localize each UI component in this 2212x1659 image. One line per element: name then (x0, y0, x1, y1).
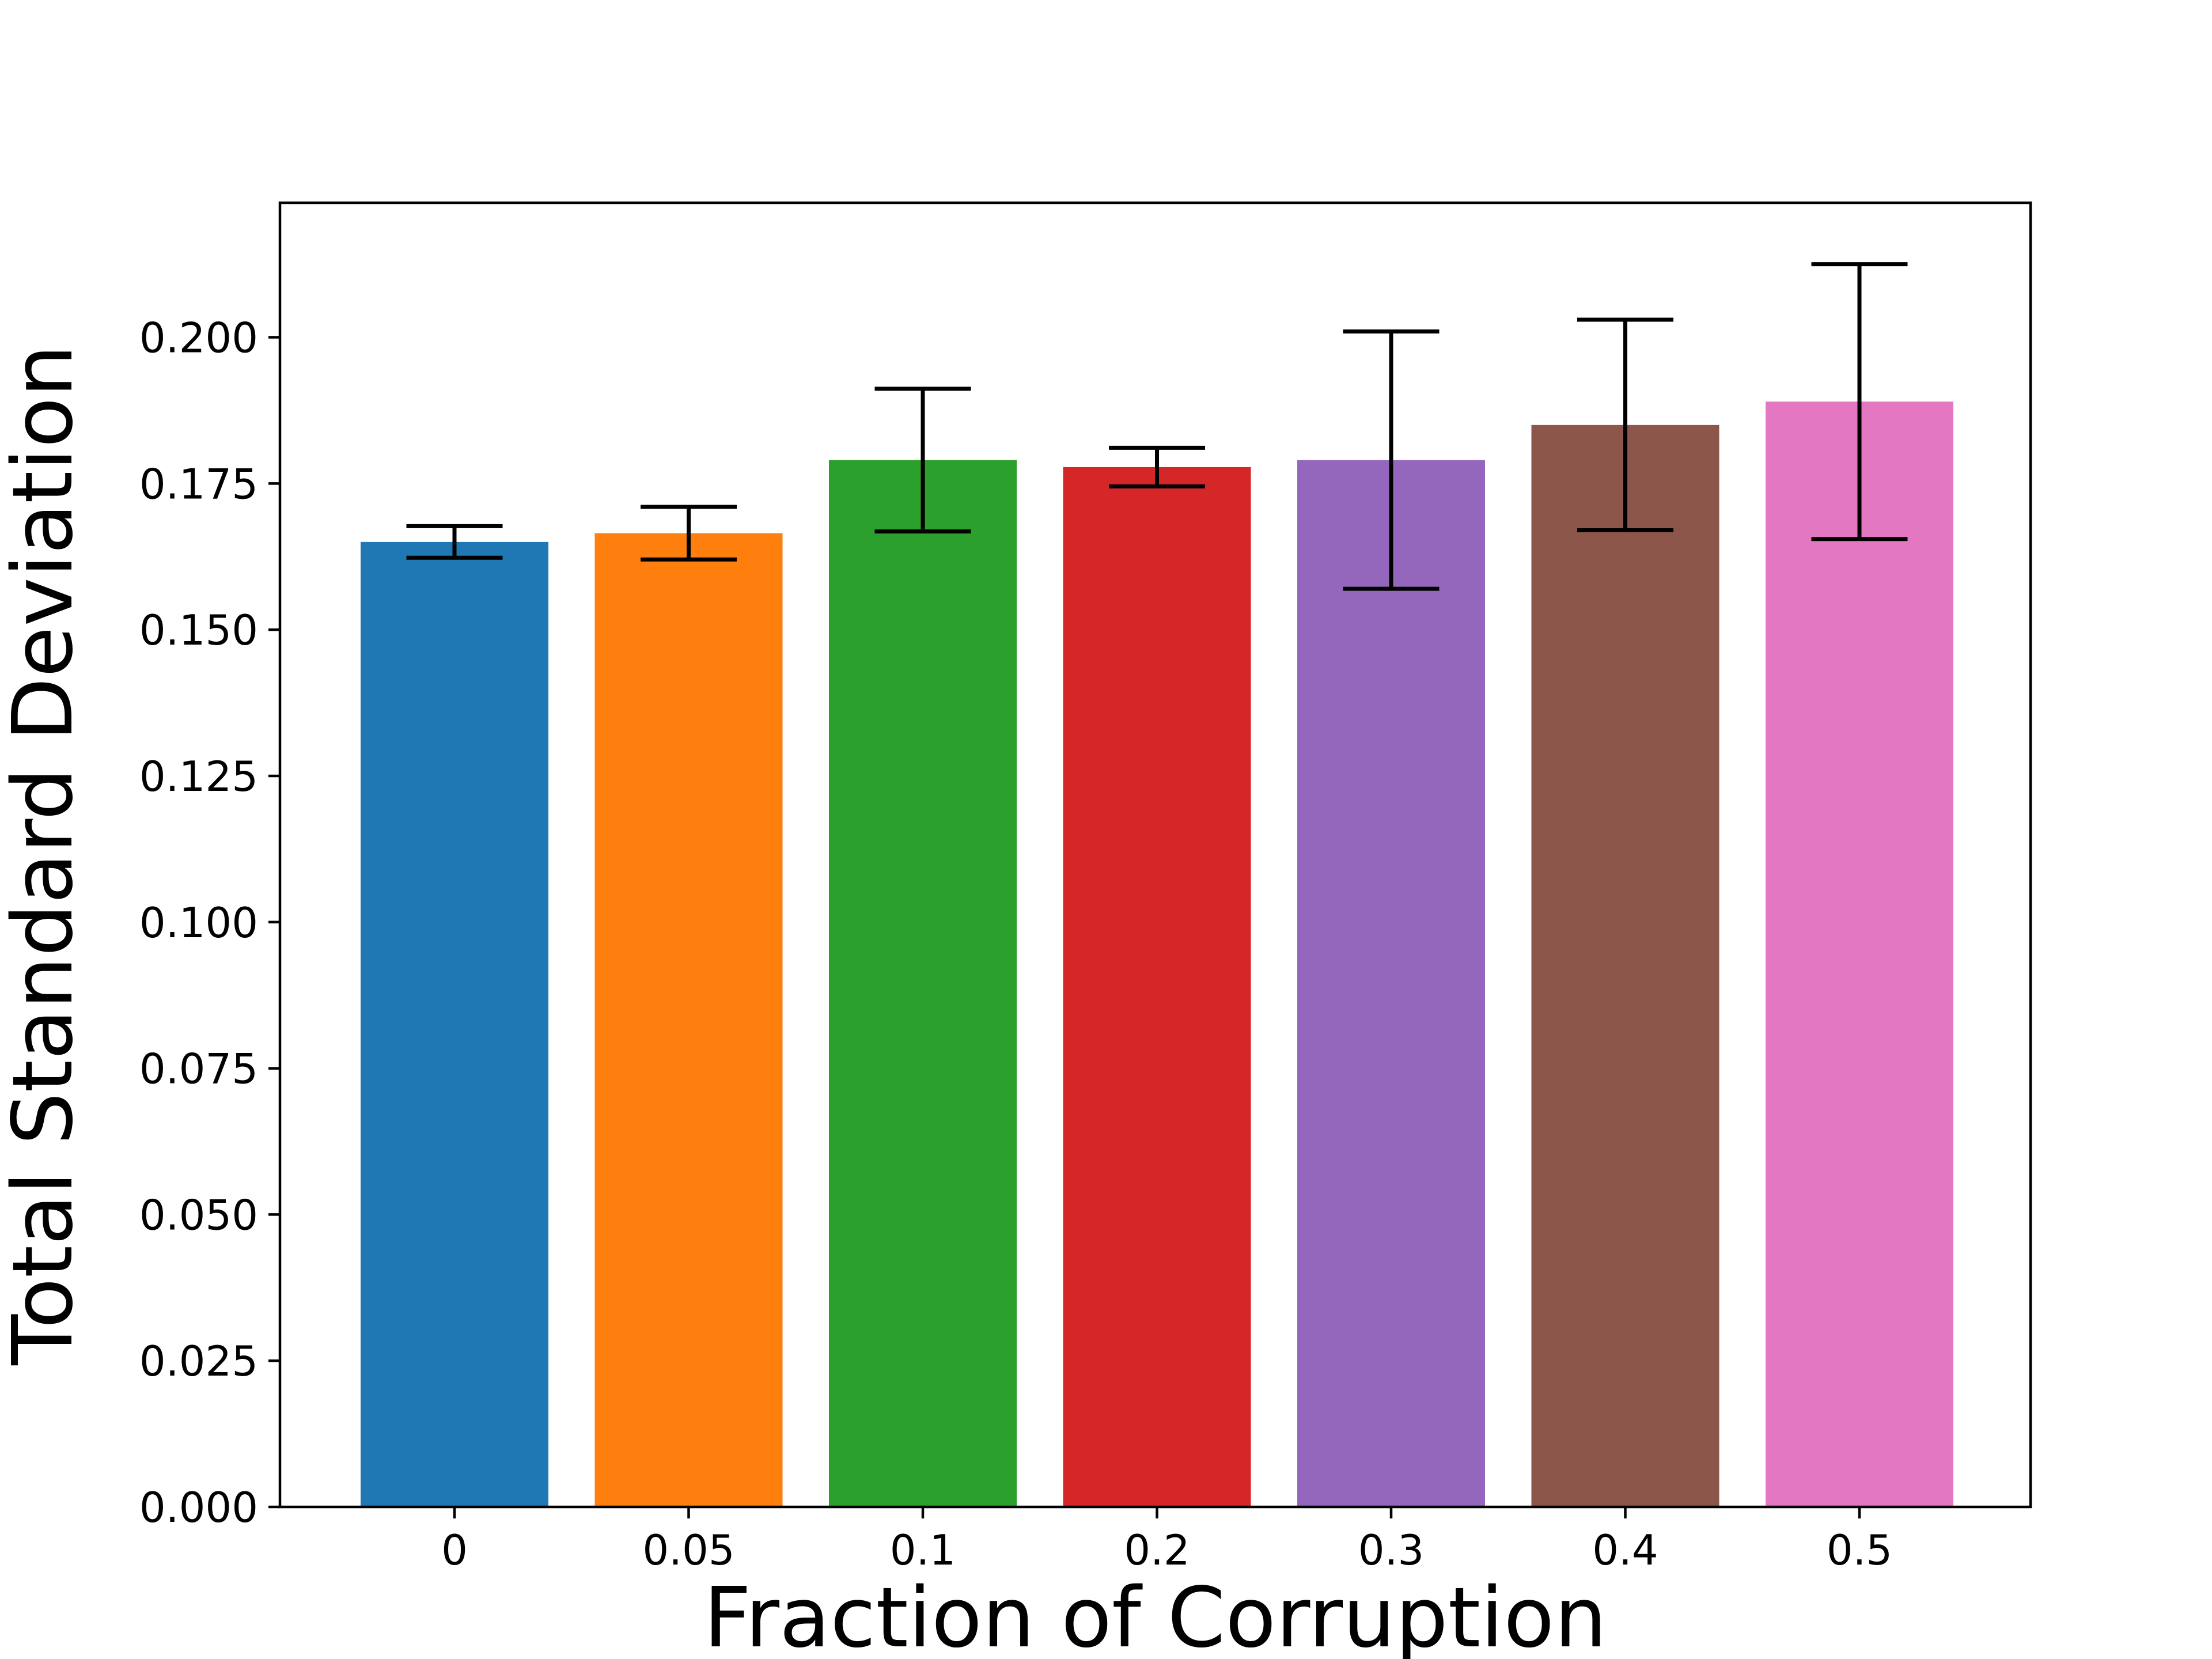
y-tick-label: 0.175 (139, 460, 258, 508)
x-tick-label: 0.5 (1827, 1526, 1893, 1574)
x-axis-label: Fraction of Corruption (703, 1569, 1607, 1659)
error-bars-group (406, 262, 1908, 591)
y-tick-label: 0.200 (139, 314, 258, 362)
x-tick-label: 0.4 (1592, 1526, 1658, 1574)
bar-0.4 (1531, 425, 1719, 1507)
x-tick-label: 0.05 (642, 1526, 734, 1574)
bar-0.5 (1766, 402, 1953, 1507)
bar-0.3 (1297, 460, 1485, 1507)
x-tick-label: 0.3 (1358, 1526, 1425, 1574)
y-tick-label: 0.075 (139, 1045, 258, 1093)
y-ticks-group: 0.000 0.025 0.050 0.075 0.100 0.125 0.150 0.175… (139, 314, 280, 1532)
y-axis-label: Total Standard Deviation (0, 344, 91, 1366)
plot-frame (278, 201, 2032, 1509)
y-tick-label: 0.025 (139, 1337, 258, 1385)
bars-group (361, 402, 1953, 1508)
y-tick-label: 0.125 (139, 752, 258, 801)
y-tick-label: 0.150 (139, 606, 258, 654)
y-tick-label: 0.000 (139, 1483, 258, 1532)
x-tick-label: 0.1 (890, 1526, 956, 1574)
x-tick-label: 0 (441, 1526, 468, 1574)
bar-0.2 (1063, 467, 1251, 1507)
bar-0 (361, 541, 548, 1508)
bar-0.05 (594, 533, 783, 1507)
bar-0.1 (829, 460, 1017, 1507)
x-ticks-group: 0 0.05 0.1 0.2 0.3 0.4 0.5 (441, 1507, 1892, 1574)
y-tick-label: 0.100 (139, 899, 258, 947)
x-tick-label: 0.2 (1124, 1526, 1190, 1574)
y-tick-label: 0.050 (139, 1191, 258, 1239)
